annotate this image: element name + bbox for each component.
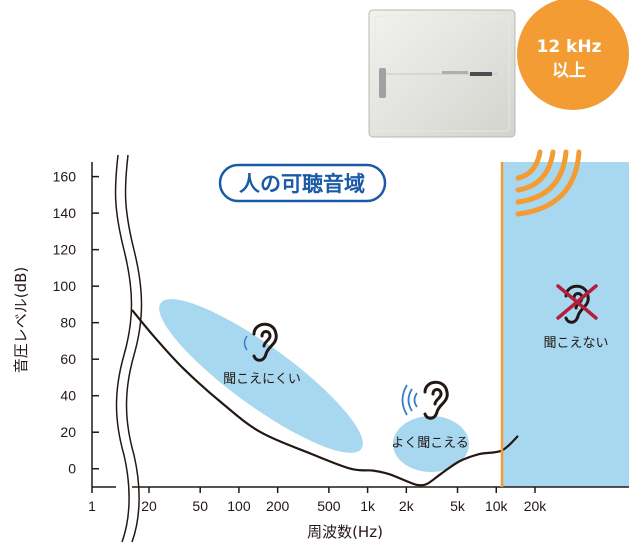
x-tick-label: 20k <box>524 498 548 514</box>
x-tick-label: 20 <box>141 498 157 514</box>
sound-waves-icon <box>243 335 248 351</box>
x-tick-label: 1 <box>88 498 96 514</box>
easy-to-hear-label: よく聞こえる <box>391 436 469 451</box>
y-tick-label: 0 <box>68 461 76 477</box>
ultrasonic-device-icon <box>368 9 516 138</box>
badge-line2: 以上 <box>552 61 586 81</box>
sound-waves-icon <box>401 384 418 416</box>
cross-icon <box>556 284 598 320</box>
y-tick-label: 140 <box>53 205 77 221</box>
y-tick-label: 120 <box>53 242 77 258</box>
easy-to-hear-ellipse <box>393 416 469 472</box>
y-tick-label: 20 <box>60 424 76 440</box>
inaudible-zone <box>502 162 629 487</box>
axis-break-right <box>124 154 143 543</box>
title-pill <box>218 163 387 203</box>
frequency-badge <box>517 0 629 110</box>
hearing-threshold-curve <box>131 309 519 487</box>
y-tick-label: 60 <box>60 351 76 367</box>
x-tick-label: 200 <box>266 498 290 514</box>
x-tick-label: 2k <box>399 498 415 514</box>
hard-to-hear-label: 聞こえにくい <box>223 372 301 387</box>
axis-break-gap <box>116 150 132 544</box>
y-tick-label: 80 <box>60 315 76 331</box>
sound-waves-icon <box>515 149 582 217</box>
badge-line1: 12 kHz <box>536 37 601 57</box>
y-tick-label: 40 <box>60 388 76 404</box>
x-tick-label: 10k <box>485 498 509 514</box>
x-tick-label: 500 <box>317 498 341 514</box>
x-tick-label: 50 <box>192 498 208 514</box>
y-tick-label: 160 <box>53 169 77 185</box>
hard-to-hear-ellipse <box>159 299 363 453</box>
x-tick-label: 100 <box>227 498 251 514</box>
x-tick-label: 1k <box>360 498 376 514</box>
axis-break-left <box>114 154 133 543</box>
x-axis-label: 周波数(Hz) <box>307 523 383 541</box>
chart-title: 人の可聴音域 <box>239 172 365 196</box>
ear-icon <box>252 322 278 362</box>
inaudible-label: 聞こえない <box>543 336 608 351</box>
y-axis-label: 音圧レベル(dB) <box>12 267 30 374</box>
y-tick-label: 100 <box>53 278 77 294</box>
x-tick-label: 5k <box>450 498 466 514</box>
ear-icon <box>423 380 449 420</box>
